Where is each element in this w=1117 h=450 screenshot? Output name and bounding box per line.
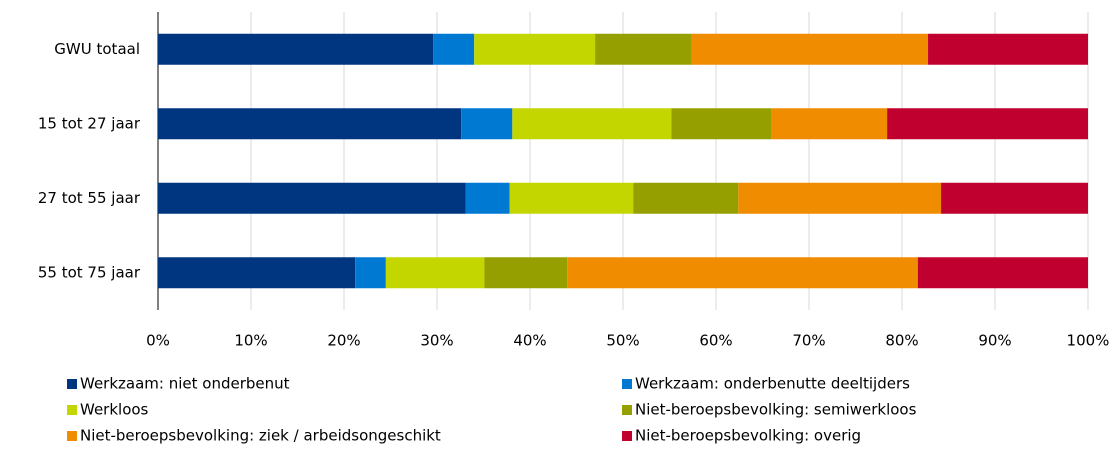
legend-swatch bbox=[67, 431, 77, 441]
bar-segment bbox=[158, 108, 462, 140]
bar-segment bbox=[465, 182, 510, 214]
bar-segment bbox=[671, 108, 772, 140]
bar-segment bbox=[633, 182, 739, 214]
bar-segment bbox=[158, 182, 466, 214]
y-tick-label: GWU totaal bbox=[54, 40, 140, 58]
bar-segment bbox=[158, 33, 434, 65]
bar-segment bbox=[474, 33, 596, 65]
legend-label: Niet-beroepsbevolking: ziek / arbeidsong… bbox=[80, 427, 441, 445]
x-tick-label: 90% bbox=[978, 332, 1011, 350]
legend-label: Werkloos bbox=[80, 401, 149, 419]
bar-segment bbox=[158, 257, 356, 289]
bar-segment bbox=[595, 33, 692, 65]
bar-segment bbox=[433, 33, 475, 65]
bar-segment bbox=[771, 108, 888, 140]
legend-swatch bbox=[67, 379, 77, 389]
y-tick-label: 15 tot 27 jaar bbox=[38, 114, 141, 132]
bar-segment bbox=[509, 182, 634, 214]
x-tick-label: 60% bbox=[699, 332, 732, 350]
legend-swatch bbox=[622, 405, 632, 415]
bar-segment bbox=[691, 33, 929, 65]
legend-label: Niet-beroepsbevolking: semiwerkloos bbox=[635, 401, 917, 419]
legend-swatch bbox=[67, 405, 77, 415]
legend-label: Werkzaam: onderbenutte deeltijders bbox=[635, 375, 910, 393]
bar-segment bbox=[928, 33, 1088, 65]
x-tick-label: 30% bbox=[420, 332, 453, 350]
y-tick-label: 55 tot 75 jaar bbox=[38, 263, 141, 281]
bar-segment bbox=[738, 182, 942, 214]
bar-segment bbox=[917, 257, 1088, 289]
x-tick-label: 20% bbox=[327, 332, 360, 350]
bar-segment bbox=[567, 257, 918, 289]
bar-segment bbox=[385, 257, 485, 289]
bar-segment bbox=[512, 108, 672, 140]
legend-label: Werkzaam: niet onderbenut bbox=[80, 375, 290, 393]
x-tick-label: 80% bbox=[885, 332, 918, 350]
bar-segment bbox=[461, 108, 513, 140]
bar-segment bbox=[484, 257, 568, 289]
bar-segment bbox=[941, 182, 1088, 214]
legend-swatch bbox=[622, 379, 632, 389]
x-tick-label: 100% bbox=[1067, 332, 1110, 350]
bar-segment bbox=[887, 108, 1088, 140]
x-tick-label: 70% bbox=[792, 332, 825, 350]
x-tick-label: 10% bbox=[234, 332, 267, 350]
y-tick-label: 27 tot 55 jaar bbox=[38, 189, 141, 207]
x-tick-label: 0% bbox=[146, 332, 170, 350]
x-tick-label: 50% bbox=[606, 332, 639, 350]
legend-swatch bbox=[622, 431, 632, 441]
x-tick-label: 40% bbox=[513, 332, 546, 350]
bar-segment bbox=[355, 257, 386, 289]
legend-label: Niet-beroepsbevolking: overig bbox=[635, 427, 861, 445]
